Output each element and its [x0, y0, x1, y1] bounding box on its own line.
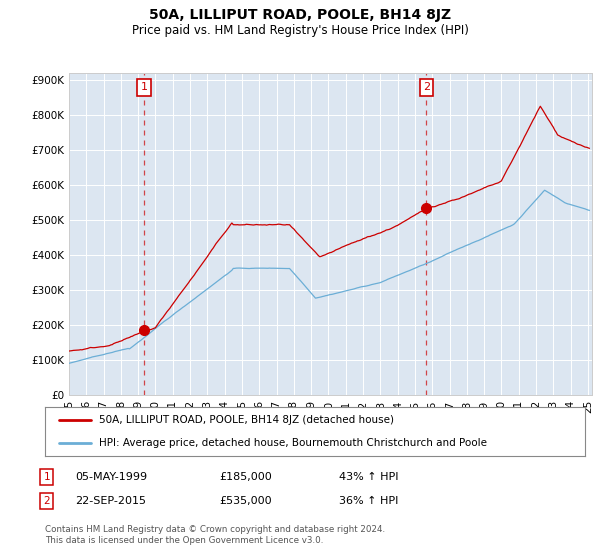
- Text: 43% ↑ HPI: 43% ↑ HPI: [339, 472, 398, 482]
- Text: 05-MAY-1999: 05-MAY-1999: [75, 472, 147, 482]
- Text: 1: 1: [43, 472, 50, 482]
- Text: HPI: Average price, detached house, Bournemouth Christchurch and Poole: HPI: Average price, detached house, Bour…: [99, 438, 487, 448]
- Text: £535,000: £535,000: [219, 496, 272, 506]
- Text: £185,000: £185,000: [219, 472, 272, 482]
- Text: 50A, LILLIPUT ROAD, POOLE, BH14 8JZ (detached house): 50A, LILLIPUT ROAD, POOLE, BH14 8JZ (det…: [99, 416, 394, 426]
- Text: Price paid vs. HM Land Registry's House Price Index (HPI): Price paid vs. HM Land Registry's House …: [131, 24, 469, 36]
- Text: 2: 2: [423, 82, 430, 92]
- Text: 22-SEP-2015: 22-SEP-2015: [75, 496, 146, 506]
- Text: 2: 2: [43, 496, 50, 506]
- Text: 50A, LILLIPUT ROAD, POOLE, BH14 8JZ: 50A, LILLIPUT ROAD, POOLE, BH14 8JZ: [149, 8, 451, 22]
- Text: Contains HM Land Registry data © Crown copyright and database right 2024.
This d: Contains HM Land Registry data © Crown c…: [45, 525, 385, 545]
- Text: 36% ↑ HPI: 36% ↑ HPI: [339, 496, 398, 506]
- Text: 1: 1: [140, 82, 148, 92]
